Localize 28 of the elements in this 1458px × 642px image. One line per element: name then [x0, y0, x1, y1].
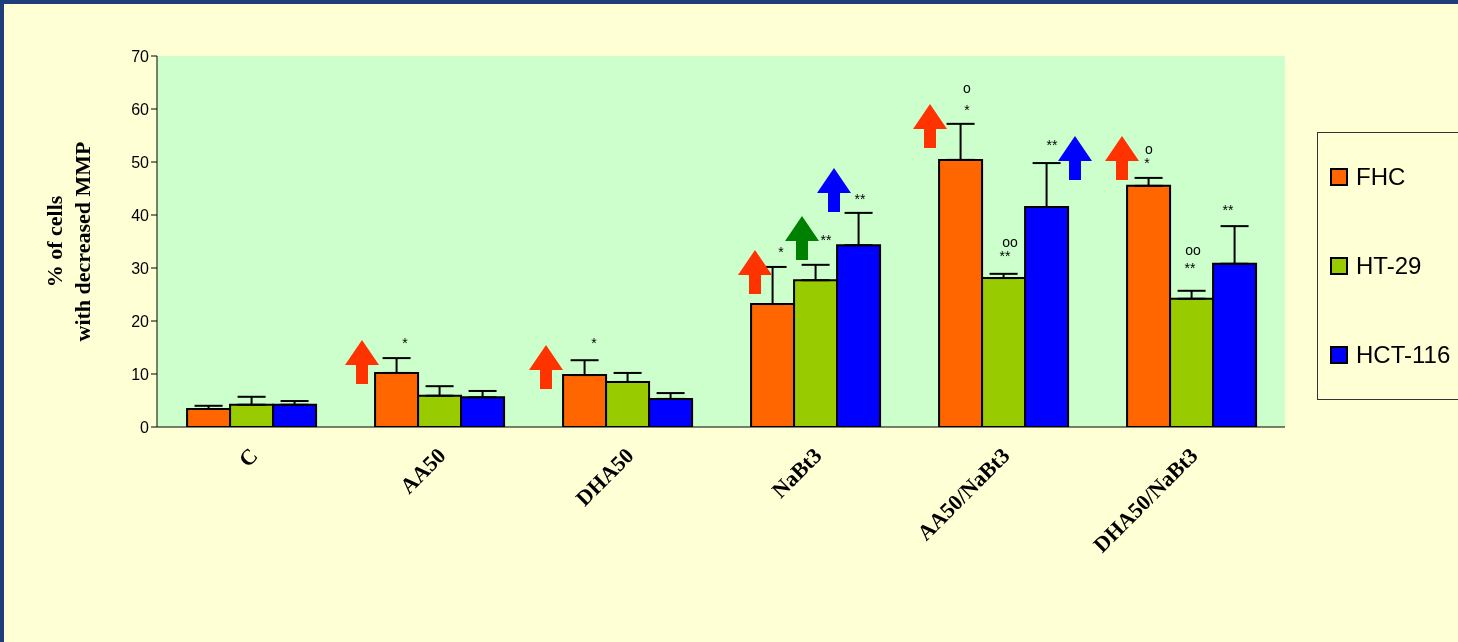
- annotation: oo: [1185, 242, 1201, 258]
- annotation: *: [402, 335, 409, 351]
- y-tick-label: 10: [131, 365, 150, 383]
- annotation: **: [1046, 137, 1058, 153]
- y-tick-label: 60: [131, 100, 150, 118]
- annotation: **: [854, 191, 866, 207]
- annotation: oo: [1002, 234, 1018, 250]
- annotation: o: [1145, 141, 1154, 157]
- annotation: **: [1222, 202, 1234, 218]
- legend-label: HCT-116: [1355, 340, 1452, 369]
- annotation: *: [591, 335, 598, 351]
- y-axis-title: % of cells with decreased MMP: [42, 141, 95, 342]
- annotation: **: [1184, 260, 1196, 276]
- y-tick-label: 0: [140, 418, 150, 436]
- y-tick-label: 40: [131, 206, 150, 224]
- legend-label: HT-29: [1355, 251, 1423, 280]
- legend-label: FHC: [1355, 163, 1407, 192]
- annotation: **: [999, 248, 1011, 264]
- annotation: o: [963, 80, 972, 96]
- y-tick-label: 30: [131, 259, 150, 277]
- y-tick-label: 20: [131, 312, 150, 330]
- y-tick-label: 50: [131, 153, 150, 171]
- annotation: *: [964, 102, 971, 118]
- annotation: *: [778, 244, 785, 260]
- annotation: *: [1144, 155, 1151, 171]
- annotation: **: [820, 232, 832, 248]
- x-tick-label: C: [233, 442, 263, 472]
- y-tick-label: 70: [131, 47, 150, 65]
